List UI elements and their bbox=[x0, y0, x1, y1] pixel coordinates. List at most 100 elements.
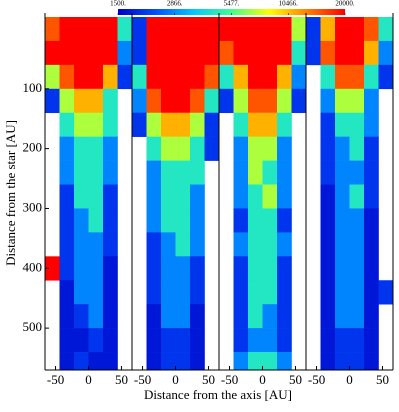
heatmap-cell bbox=[74, 328, 89, 353]
heatmap-cell bbox=[248, 88, 263, 114]
heatmap-cell bbox=[320, 352, 336, 371]
heatmap-cell bbox=[175, 232, 191, 257]
heatmap-cell bbox=[161, 232, 176, 257]
heatmap-cell bbox=[59, 160, 75, 185]
heatmap-cell bbox=[277, 280, 292, 305]
heatmap-cell bbox=[233, 112, 249, 137]
heatmap-cell bbox=[45, 88, 60, 114]
heatmap-cell bbox=[364, 88, 379, 114]
heatmap-cell bbox=[248, 208, 263, 233]
heatmap-cell bbox=[248, 160, 263, 185]
heatmap-cell bbox=[335, 256, 350, 281]
heatmap-cell bbox=[277, 160, 292, 185]
heatmap-cell bbox=[277, 17, 292, 42]
heatmap-cell bbox=[335, 280, 350, 305]
heatmap-cell bbox=[248, 184, 263, 209]
x-tick-label: -50 bbox=[308, 372, 325, 387]
heatmap-cell bbox=[277, 352, 292, 371]
heatmap-cell bbox=[349, 184, 365, 209]
heatmap-cell bbox=[59, 232, 75, 257]
heatmap-cell bbox=[248, 17, 263, 42]
x-tick-label: 0 bbox=[259, 372, 266, 387]
heatmap-cell bbox=[320, 136, 336, 161]
heatmap-cell bbox=[262, 184, 278, 209]
heatmap-cell bbox=[262, 40, 278, 66]
heatmap-cell bbox=[335, 208, 350, 233]
heatmap-cell bbox=[103, 184, 118, 209]
heatmap-cell bbox=[146, 88, 162, 114]
heatmap-cell bbox=[349, 328, 365, 353]
heatmap-cell bbox=[59, 40, 75, 66]
heatmap-cell bbox=[88, 256, 104, 281]
heatmap-cell bbox=[335, 160, 350, 185]
heatmap-cell bbox=[175, 256, 191, 281]
heatmap-cell bbox=[59, 208, 75, 233]
heatmap-cell bbox=[364, 232, 379, 257]
heatmap-cell bbox=[161, 136, 176, 161]
heatmap-cell bbox=[88, 352, 104, 371]
heatmap-cell bbox=[132, 40, 147, 66]
heatmap-cell bbox=[175, 160, 191, 185]
heatmap-cell bbox=[291, 64, 307, 90]
heatmap-cell bbox=[277, 232, 292, 257]
colorbar-tick-label: 20000. bbox=[335, 0, 355, 8]
heatmap-cell bbox=[233, 328, 249, 353]
heatmap-cell bbox=[335, 232, 350, 257]
heatmap-cell bbox=[219, 17, 234, 42]
colorbar-tick-label: 10466. bbox=[279, 0, 299, 8]
colorbar-tick-label: 2866. bbox=[167, 0, 183, 8]
y-tick-label: 500 bbox=[23, 319, 43, 334]
heatmap-cell bbox=[233, 64, 249, 90]
x-tick-label: 50 bbox=[289, 372, 302, 387]
heatmap-cell bbox=[349, 64, 365, 90]
heatmap-cell bbox=[59, 304, 75, 329]
heatmap-cell bbox=[233, 256, 249, 281]
heatmap-cell bbox=[320, 88, 336, 114]
heatmap-cell bbox=[103, 40, 118, 66]
heatmap-cell bbox=[219, 64, 234, 90]
heatmap-cell bbox=[248, 304, 263, 329]
heatmap-cell bbox=[335, 304, 350, 329]
heatmap-cell bbox=[175, 208, 191, 233]
heatmap-cell bbox=[146, 64, 162, 90]
heatmap-cell bbox=[161, 160, 176, 185]
heatmap-cell bbox=[277, 64, 292, 90]
heatmap-cell bbox=[59, 328, 75, 353]
heatmap-cell bbox=[349, 136, 365, 161]
heatmap-cell bbox=[277, 304, 292, 329]
heatmap-cell bbox=[349, 232, 365, 257]
heatmap-cell bbox=[291, 17, 307, 42]
heatmap-cell bbox=[335, 40, 350, 66]
heatmap-cell bbox=[59, 136, 75, 161]
heatmap-cell bbox=[248, 112, 263, 137]
heatmap-cell bbox=[233, 352, 249, 371]
heatmap-cell bbox=[277, 184, 292, 209]
heatmap-cell bbox=[349, 112, 365, 137]
heatmap-cell bbox=[132, 17, 147, 42]
heatmap-cell bbox=[378, 17, 394, 42]
heatmap-cell bbox=[335, 64, 350, 90]
colorbar-tick-label: 5477. bbox=[224, 0, 240, 8]
x-tick-label: 50 bbox=[376, 372, 389, 387]
heatmap-cell bbox=[103, 304, 118, 329]
heatmap-cell bbox=[306, 17, 321, 42]
heatmap-cell bbox=[146, 40, 162, 66]
x-tick-label: 0 bbox=[346, 372, 353, 387]
x-tick-label: 0 bbox=[85, 372, 92, 387]
heatmap-cell bbox=[175, 280, 191, 305]
heatmap-cell bbox=[364, 304, 379, 329]
heatmap-cell bbox=[146, 160, 162, 185]
heatmap-cell bbox=[103, 88, 118, 114]
heatmap-cell bbox=[74, 17, 89, 42]
y-tick-label: 400 bbox=[23, 259, 43, 274]
heatmap-cell bbox=[190, 160, 205, 185]
heatmap-cell bbox=[146, 136, 162, 161]
heatmap-cell bbox=[204, 136, 220, 161]
heatmap-cell bbox=[335, 352, 350, 371]
heatmap-cell bbox=[291, 40, 307, 66]
heatmap-cell bbox=[262, 304, 278, 329]
heatmap-cell bbox=[59, 88, 75, 114]
x-tick-label: -50 bbox=[134, 372, 151, 387]
heatmap-cell bbox=[74, 304, 89, 329]
heatmap-cell bbox=[306, 40, 321, 66]
